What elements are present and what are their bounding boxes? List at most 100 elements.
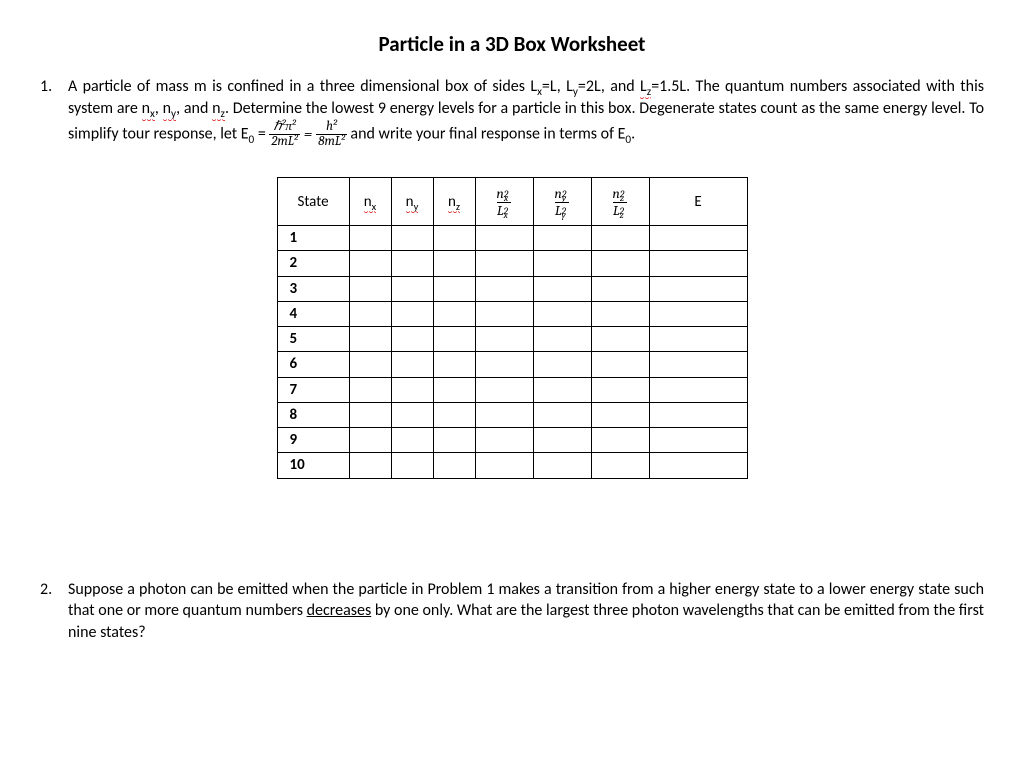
empty-cell bbox=[649, 327, 747, 352]
col-ratio-y: ny2 Ly2 bbox=[533, 178, 591, 226]
empty-cell bbox=[649, 377, 747, 402]
empty-cell bbox=[433, 276, 475, 301]
empty-cell bbox=[591, 352, 649, 377]
table-row: 4 bbox=[277, 301, 747, 326]
empty-cell bbox=[349, 327, 391, 352]
state-number: 1 bbox=[277, 226, 349, 251]
empty-cell bbox=[391, 327, 433, 352]
problem-1-text: A particle of mass m is confined in a th… bbox=[68, 76, 984, 149]
empty-cell bbox=[391, 276, 433, 301]
empty-cell bbox=[391, 402, 433, 427]
table-row: 6 bbox=[277, 352, 747, 377]
empty-cell bbox=[349, 352, 391, 377]
col-energy: E bbox=[649, 178, 747, 226]
empty-cell bbox=[591, 453, 649, 478]
empty-cell bbox=[475, 251, 533, 276]
spellcheck-squiggle: nx bbox=[142, 98, 155, 120]
empty-cell bbox=[433, 428, 475, 453]
empty-cell bbox=[433, 453, 475, 478]
empty-cell bbox=[533, 301, 591, 326]
state-number: 7 bbox=[277, 377, 349, 402]
empty-cell bbox=[391, 428, 433, 453]
empty-cell bbox=[391, 301, 433, 326]
table-row: 8 bbox=[277, 402, 747, 427]
empty-cell bbox=[349, 301, 391, 326]
state-number: 2 bbox=[277, 251, 349, 276]
empty-cell bbox=[649, 352, 747, 377]
empty-cell bbox=[391, 226, 433, 251]
table-row: 9 bbox=[277, 428, 747, 453]
spellcheck-squiggle: nz bbox=[212, 98, 225, 120]
empty-cell bbox=[591, 377, 649, 402]
empty-cell bbox=[533, 377, 591, 402]
empty-cell bbox=[533, 352, 591, 377]
problem-2-text: Suppose a photon can be emitted when the… bbox=[68, 579, 984, 644]
empty-cell bbox=[533, 251, 591, 276]
empty-cell bbox=[433, 377, 475, 402]
empty-cell bbox=[391, 453, 433, 478]
table-row: 7 bbox=[277, 377, 747, 402]
table-row: 2 bbox=[277, 251, 747, 276]
problem-2-number: 2. bbox=[40, 579, 68, 644]
col-ratio-z: nz2 Lz2 bbox=[591, 178, 649, 226]
empty-cell bbox=[391, 377, 433, 402]
state-number: 8 bbox=[277, 402, 349, 427]
problem-1: 1. A particle of mass m is confined in a… bbox=[40, 76, 984, 149]
empty-cell bbox=[433, 402, 475, 427]
empty-cell bbox=[349, 226, 391, 251]
spellcheck-squiggle: ny bbox=[163, 98, 176, 120]
empty-cell bbox=[591, 226, 649, 251]
state-number: 5 bbox=[277, 327, 349, 352]
empty-cell bbox=[533, 276, 591, 301]
empty-cell bbox=[591, 251, 649, 276]
state-number: 4 bbox=[277, 301, 349, 326]
empty-cell bbox=[649, 301, 747, 326]
empty-cell bbox=[391, 251, 433, 276]
table-row: 10 bbox=[277, 453, 747, 478]
col-ny: ny bbox=[391, 178, 433, 226]
empty-cell bbox=[591, 301, 649, 326]
table-row: 1 bbox=[277, 226, 747, 251]
col-ratio-x: nx2 Lx2 bbox=[475, 178, 533, 226]
empty-cell bbox=[475, 453, 533, 478]
empty-cell bbox=[475, 402, 533, 427]
empty-cell bbox=[349, 428, 391, 453]
state-number: 3 bbox=[277, 276, 349, 301]
empty-cell bbox=[475, 276, 533, 301]
empty-cell bbox=[533, 453, 591, 478]
empty-cell bbox=[533, 327, 591, 352]
table-header-row: State nx ny nz nx2 Lx2 ny2 Ly2 nz2 Lz2 bbox=[277, 178, 747, 226]
col-nz: nz bbox=[433, 178, 475, 226]
empty-cell bbox=[349, 251, 391, 276]
problem-2: 2. Suppose a photon can be emitted when … bbox=[40, 579, 984, 644]
spellcheck-squiggle: Lz bbox=[640, 76, 651, 98]
empty-cell bbox=[591, 428, 649, 453]
empty-cell bbox=[649, 402, 747, 427]
state-number: 10 bbox=[277, 453, 349, 478]
empty-cell bbox=[649, 276, 747, 301]
empty-cell bbox=[391, 352, 433, 377]
empty-cell bbox=[433, 226, 475, 251]
empty-cell bbox=[533, 428, 591, 453]
col-state: State bbox=[277, 178, 349, 226]
empty-cell bbox=[649, 428, 747, 453]
col-nx: nx bbox=[349, 178, 391, 226]
empty-cell bbox=[475, 352, 533, 377]
formula-e0: ℏ²π²2mL² = h²8mL² bbox=[269, 120, 346, 150]
state-number: 6 bbox=[277, 352, 349, 377]
table-row: 5 bbox=[277, 327, 747, 352]
energy-states-table: State nx ny nz nx2 Lx2 ny2 Ly2 nz2 Lz2 bbox=[277, 177, 748, 479]
empty-cell bbox=[349, 276, 391, 301]
empty-cell bbox=[349, 402, 391, 427]
empty-cell bbox=[349, 377, 391, 402]
empty-cell bbox=[349, 453, 391, 478]
underlined-word: decreases bbox=[307, 601, 372, 620]
empty-cell bbox=[591, 327, 649, 352]
empty-cell bbox=[475, 327, 533, 352]
empty-cell bbox=[433, 327, 475, 352]
state-number: 9 bbox=[277, 428, 349, 453]
page-title: Particle in a 3D Box Worksheet bbox=[40, 30, 984, 58]
empty-cell bbox=[475, 301, 533, 326]
empty-cell bbox=[433, 301, 475, 326]
empty-cell bbox=[433, 352, 475, 377]
